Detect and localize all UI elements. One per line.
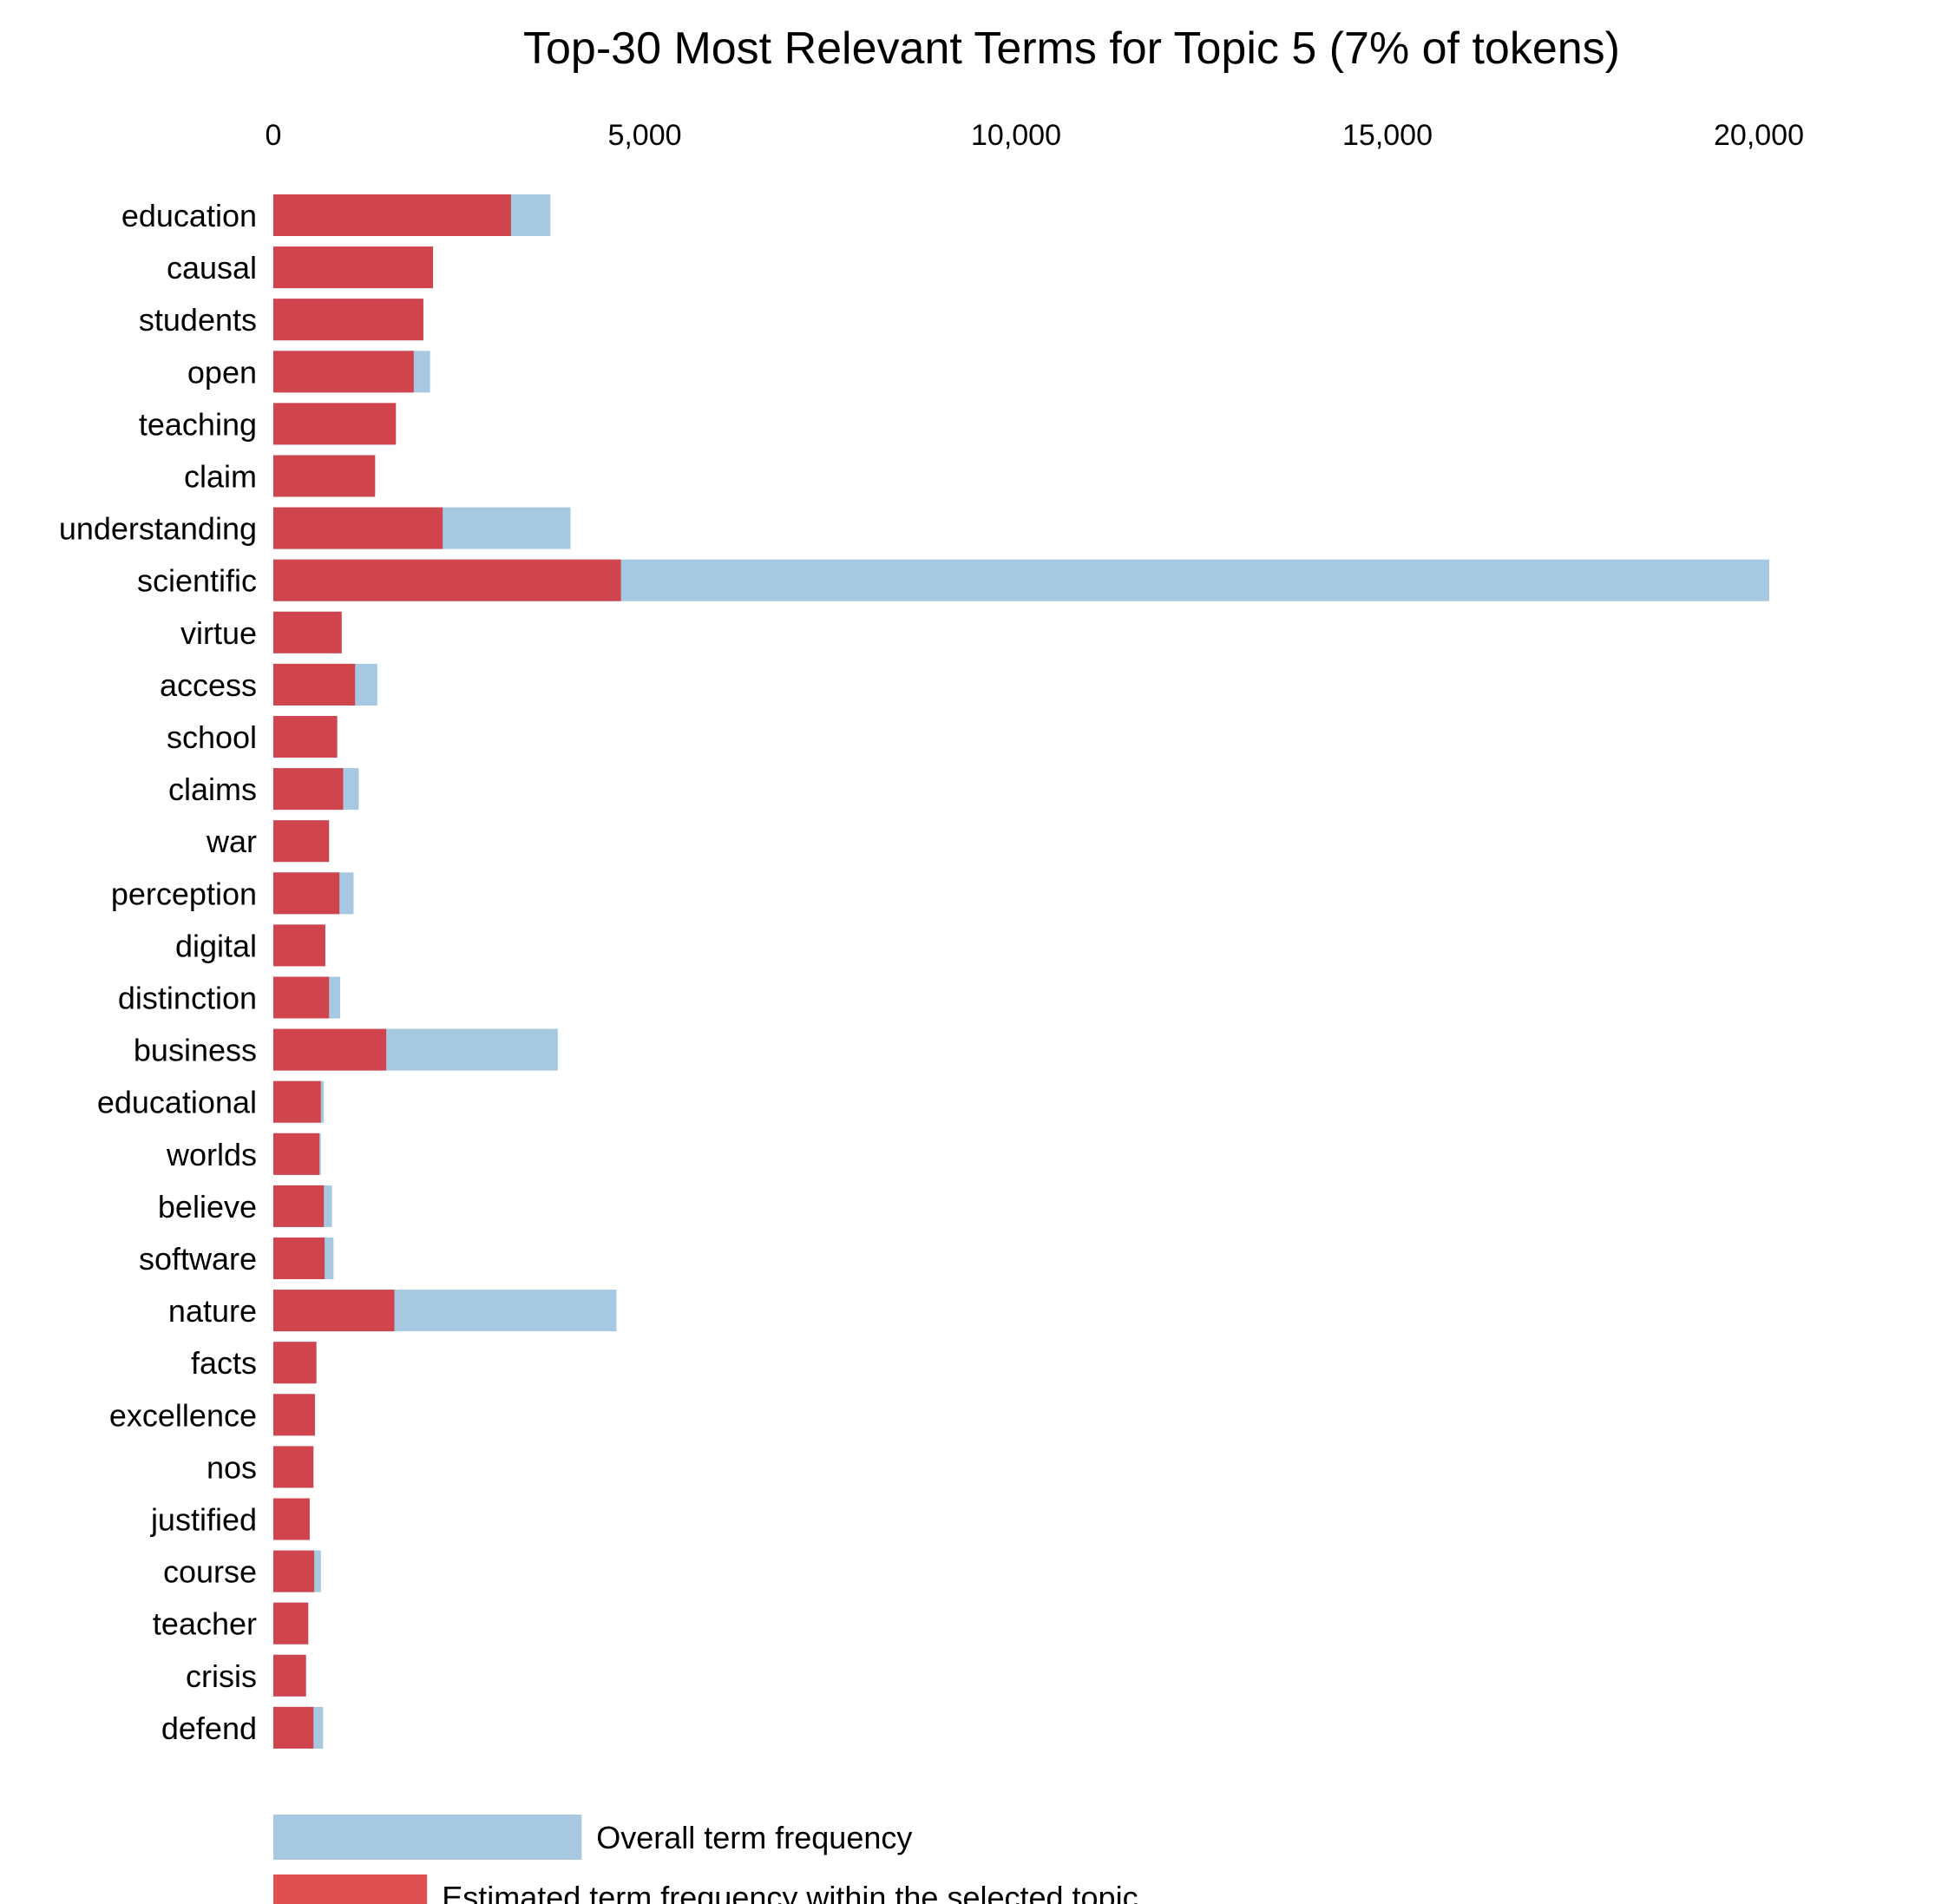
bar-topic-scientific xyxy=(273,559,621,601)
term-label: justified xyxy=(150,1502,257,1538)
term-label: virtue xyxy=(180,615,257,651)
term-label: students xyxy=(139,302,257,338)
term-label: worlds xyxy=(166,1137,257,1172)
term-label: business xyxy=(134,1033,257,1068)
bar-topic-believe xyxy=(273,1185,325,1227)
term-label: software xyxy=(139,1241,257,1277)
bar-topic-software xyxy=(273,1238,325,1279)
term-label: digital xyxy=(175,928,257,963)
legend-label: Overall term frequency xyxy=(596,1820,912,1855)
bar-topic-nos xyxy=(273,1446,314,1488)
bar-topic-business xyxy=(273,1028,387,1071)
bar-topic-teaching xyxy=(273,403,397,445)
term-label: open xyxy=(187,354,257,390)
bar-topic-claims xyxy=(273,768,344,811)
bar-topic-virtue xyxy=(273,611,342,653)
term-label: education xyxy=(121,198,257,233)
bar-topic-educational xyxy=(273,1080,321,1123)
term-label: teacher xyxy=(153,1606,257,1642)
bar-topic-war xyxy=(273,820,330,863)
bar-topic-digital xyxy=(273,924,325,967)
bar-topic-understanding xyxy=(273,507,443,549)
term-label: course xyxy=(163,1554,257,1590)
bar-topic-defend xyxy=(273,1706,314,1749)
term-labels: education causal students open teaching claim… xyxy=(59,198,257,1746)
term-label: nos xyxy=(207,1449,257,1485)
term-label: scientific xyxy=(137,563,257,599)
term-label: causal xyxy=(167,250,257,286)
bar-topic-access xyxy=(273,663,356,706)
legend: Overall term frequency Estimated term fre… xyxy=(273,1815,1138,1904)
x-axis: 0 5,000 10,000 15,000 20,000 xyxy=(266,119,1804,152)
bar-topic-causal xyxy=(273,246,434,289)
term-label: defend xyxy=(161,1710,257,1746)
x-tick-label: 15,000 xyxy=(1342,119,1433,152)
bar-topic-justified xyxy=(273,1498,310,1540)
term-label: excellence xyxy=(109,1397,257,1433)
bar-topic-students xyxy=(273,299,423,341)
term-label: war xyxy=(206,824,257,859)
bar-group xyxy=(273,194,1769,1749)
term-label: crisis xyxy=(186,1658,257,1694)
x-tick-label: 20,000 xyxy=(1714,119,1804,152)
legend-swatch-topic xyxy=(273,1874,428,1904)
bar-topic-teacher xyxy=(273,1602,309,1645)
legend-label: Estimated term frequency within the sele… xyxy=(442,1880,1138,1904)
bar-topic-perception xyxy=(273,872,340,915)
term-label: claims xyxy=(168,771,257,807)
term-label: educational xyxy=(97,1085,257,1120)
term-label: understanding xyxy=(59,511,257,547)
term-label: nature xyxy=(168,1293,257,1329)
bar-topic-distinction xyxy=(273,976,330,1019)
term-label: believe xyxy=(158,1189,257,1224)
x-tick-label: 10,000 xyxy=(971,119,1061,152)
bar-topic-worlds xyxy=(273,1133,320,1175)
term-label: perception xyxy=(111,876,257,911)
bar-topic-education xyxy=(273,194,511,236)
term-label: claim xyxy=(184,459,257,495)
bar-topic-facts xyxy=(273,1342,317,1384)
bar-topic-claim xyxy=(273,455,376,497)
term-label: distinction xyxy=(118,981,257,1016)
legend-swatch-overall xyxy=(273,1815,582,1860)
x-tick-label: 5,000 xyxy=(607,119,681,152)
bar-topic-excellence xyxy=(273,1394,315,1436)
bar-topic-crisis xyxy=(273,1654,306,1697)
bar-topic-course xyxy=(273,1550,315,1592)
term-label: school xyxy=(167,719,257,755)
term-label: access xyxy=(160,667,257,703)
term-label: facts xyxy=(191,1345,257,1381)
chart-title: Top-30 Most Relevant Terms for Topic 5 (… xyxy=(523,23,1620,74)
bar-topic-open xyxy=(273,351,414,393)
bar-topic-nature xyxy=(273,1290,395,1332)
term-label: teaching xyxy=(139,406,257,442)
bar-topic-school xyxy=(273,716,338,758)
x-tick-label: 0 xyxy=(266,119,282,152)
